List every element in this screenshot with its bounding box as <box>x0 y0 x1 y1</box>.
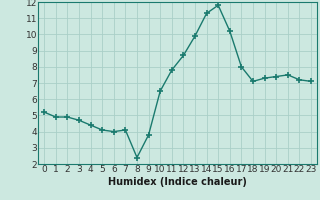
X-axis label: Humidex (Indice chaleur): Humidex (Indice chaleur) <box>108 177 247 187</box>
